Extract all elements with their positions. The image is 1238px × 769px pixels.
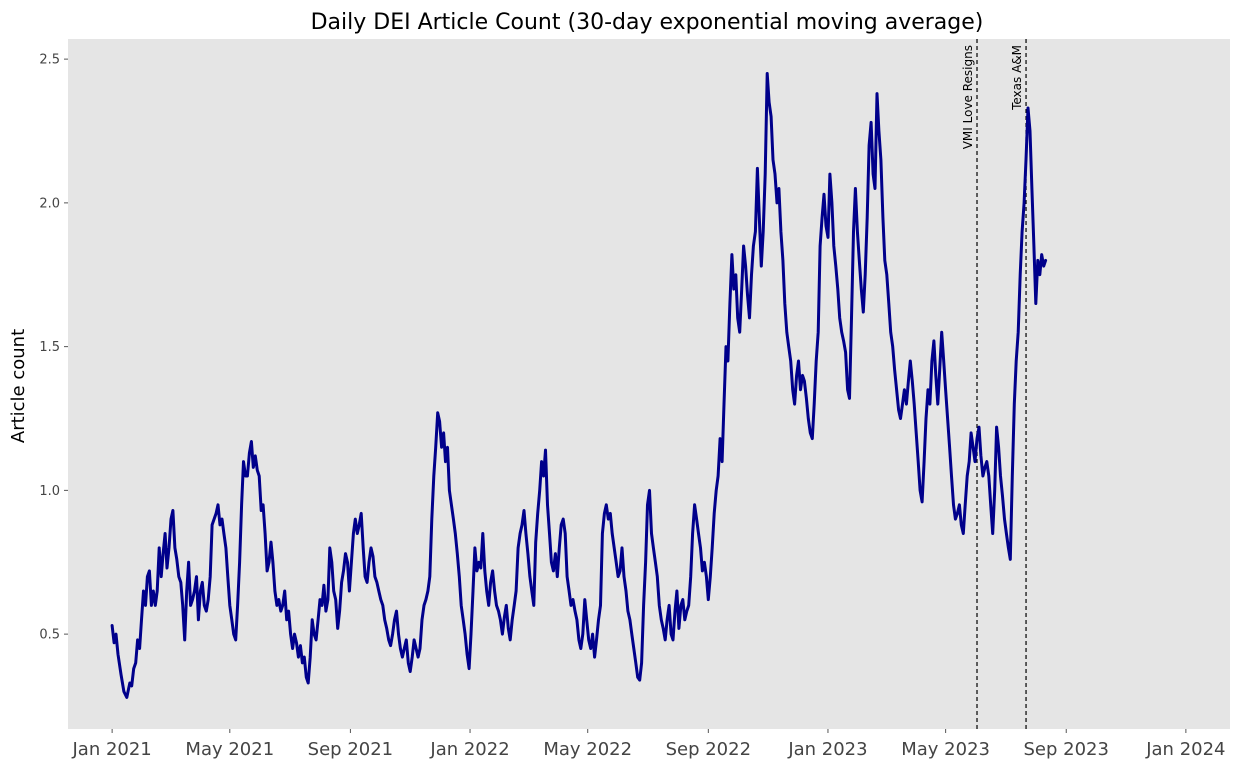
y-tick-label: 1.5 bbox=[39, 340, 60, 355]
plot-area bbox=[68, 39, 1230, 729]
y-tick-label: 2.0 bbox=[39, 196, 60, 211]
x-tick-label: Sep 2022 bbox=[666, 739, 751, 760]
chart-title: Daily DEI Article Count (30-day exponent… bbox=[311, 10, 984, 35]
x-tick-label: Sep 2023 bbox=[1024, 739, 1109, 760]
x-tick-label: Jan 2023 bbox=[787, 739, 867, 760]
x-tick-label: Jan 2022 bbox=[429, 739, 509, 760]
y-tick-label: 0.5 bbox=[39, 628, 60, 643]
x-tick-label: May 2023 bbox=[901, 739, 990, 760]
y-axis-label: Article count bbox=[8, 329, 29, 443]
y-tick-label: 2.5 bbox=[39, 53, 60, 68]
x-axis: Jan 2021 May 2021 Sep 2021 Jan 2022 May 2022… bbox=[71, 729, 1226, 760]
chart-frame bbox=[68, 39, 1230, 729]
y-tick-label: 1.0 bbox=[39, 484, 60, 499]
x-tick-label: Sep 2021 bbox=[308, 739, 393, 760]
x-tick-label: Jan 2024 bbox=[1145, 739, 1225, 760]
annotation-label: VMI Love Resigns bbox=[961, 45, 975, 149]
annotation-label: Texas A&M bbox=[1010, 45, 1024, 111]
x-tick-label: May 2022 bbox=[543, 739, 632, 760]
x-tick-label: May 2021 bbox=[185, 739, 274, 760]
series-line bbox=[110, 72, 1048, 699]
y-axis: 0.5 1.0 1.5 2.0 2.5 bbox=[39, 53, 68, 643]
x-tick-label: Jan 2021 bbox=[71, 739, 151, 760]
